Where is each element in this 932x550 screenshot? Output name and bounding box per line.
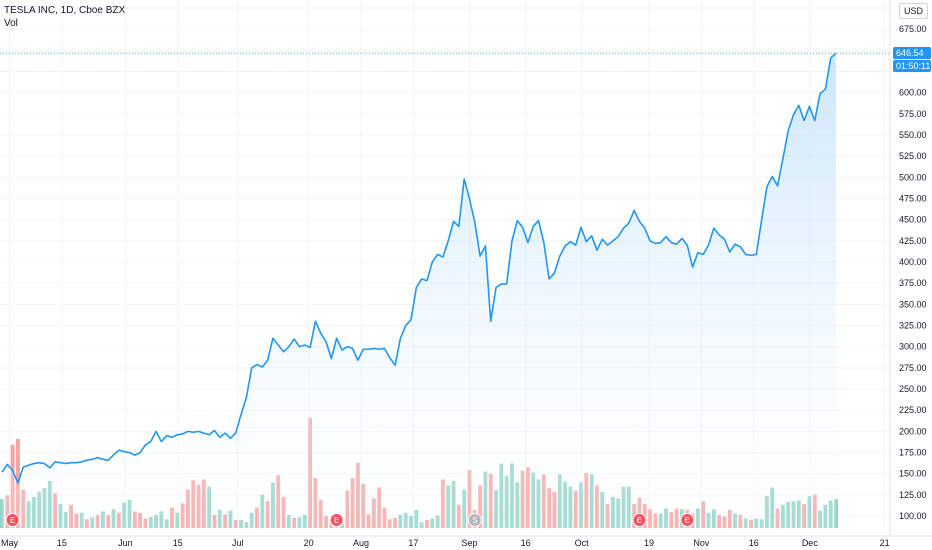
x-tick-label: 21 [880,538,890,548]
earnings-marker[interactable]: E [329,513,344,527]
x-tick-label: Nov [693,538,710,548]
x-tick-label: May [1,538,19,548]
volume-bar [0,499,4,528]
y-tick-label: 250.00 [899,384,927,394]
svg-text:E: E [637,516,642,525]
y-tick-label: 100.00 [899,511,927,521]
price-area-fill [2,53,836,529]
y-tick-label: 475.00 [899,194,927,204]
x-tick-label: 17 [408,538,418,548]
x-tick-label: 16 [749,538,759,548]
x-tick-label: 16 [521,538,531,548]
currency-label[interactable]: USD [898,3,928,19]
earnings-marker[interactable]: E [632,513,647,527]
volume-indicator-label[interactable]: Vol [4,18,18,29]
x-tick-label: Jul [232,538,244,548]
x-tick-label: Sep [461,538,477,548]
split-marker[interactable]: S [467,513,482,527]
x-tick-label: Jun [118,538,133,548]
y-tick-label: 575.00 [899,109,927,119]
y-tick-label: 350.00 [899,299,927,309]
y-tick-label: 200.00 [899,426,927,436]
y-tick-label: 500.00 [899,172,927,182]
countdown-tag: 01:50:11 [893,60,931,72]
x-tick-label: 15 [173,538,183,548]
svg-text:E: E [10,516,15,525]
x-tick-label: Oct [575,538,590,548]
x-tick-label: 19 [644,538,654,548]
y-tick-label: 450.00 [899,215,927,225]
y-tick-label: 150.00 [899,469,927,479]
y-tick-label: 325.00 [899,321,927,331]
y-tick-label: 400.00 [899,257,927,267]
x-tick-label: Dec [802,538,819,548]
x-tick-label: Aug [353,538,369,548]
y-tick-label: 300.00 [899,342,927,352]
y-tick-label: 550.00 [899,130,927,140]
svg-text:E: E [685,516,690,525]
x-tick-label: 20 [304,538,314,548]
y-tick-label: 375.00 [899,278,927,288]
x-tick-label: 15 [57,538,67,548]
y-tick-label: 125.00 [899,490,927,500]
y-tick-label: 675.00 [899,24,927,34]
last-price-tag: 646.54 [893,47,931,59]
chart-legend: TESLA INC, 1D, Cboe BZX Vol [4,4,125,30]
y-tick-label: 600.00 [899,88,927,98]
svg-text:S: S [472,516,477,525]
y-tick-label: 175.00 [899,448,927,458]
symbol-title[interactable]: TESLA INC, 1D, Cboe BZX [4,5,126,16]
y-tick-label: 275.00 [899,363,927,373]
earnings-marker[interactable]: E [680,513,695,527]
y-tick-label: 425.00 [899,236,927,246]
price-line [1,52,837,484]
earnings-marker[interactable]: E [5,513,20,527]
y-tick-label: 225.00 [899,405,927,415]
svg-text:E: E [334,516,339,525]
y-tick-label: 525.00 [899,151,927,161]
